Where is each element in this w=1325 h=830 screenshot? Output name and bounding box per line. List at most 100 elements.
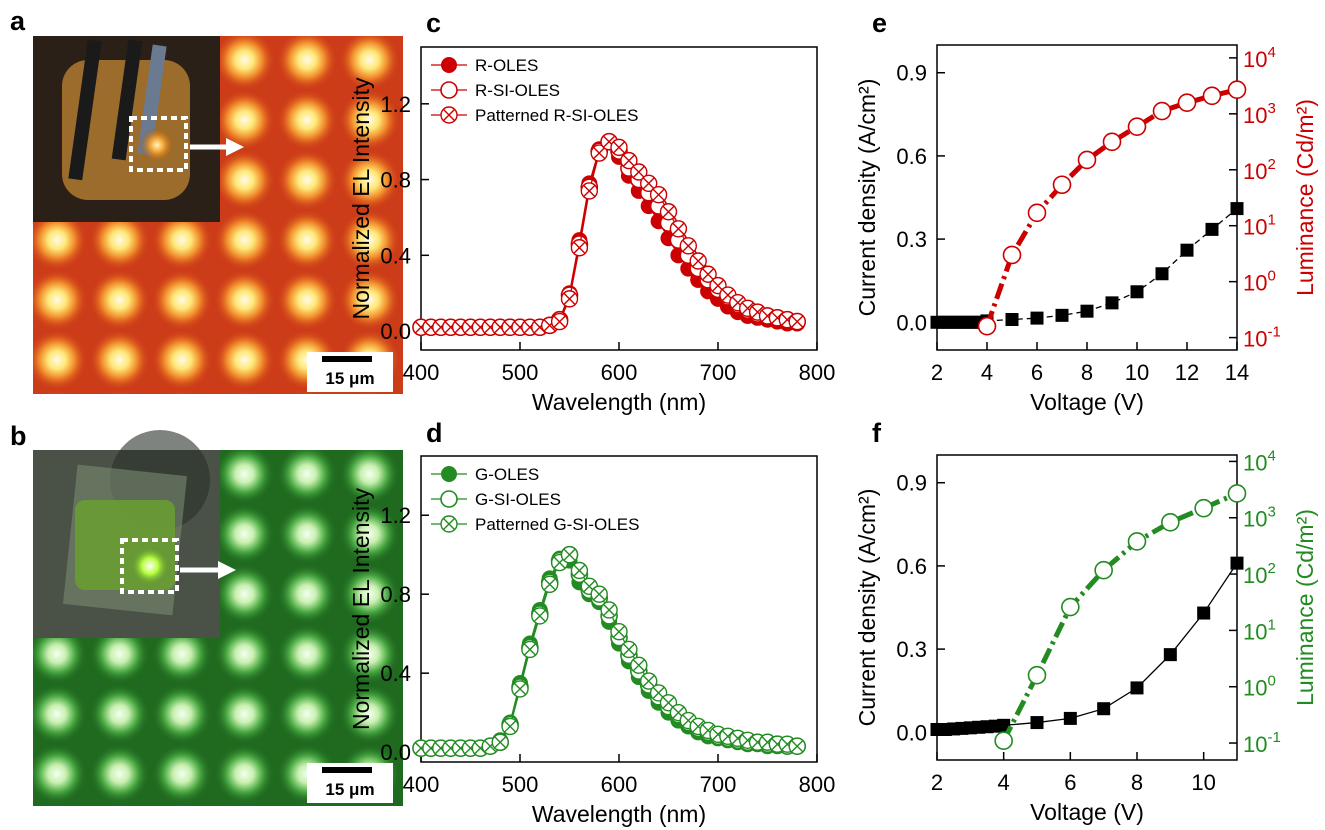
- marker: [610, 138, 628, 156]
- series-line: [421, 557, 798, 749]
- marker: [1094, 560, 1113, 580]
- y2-tick-label: 102: [1243, 560, 1276, 588]
- scale-bar-label: 15 μm: [325, 780, 374, 799]
- y2-tick-exponent: 3: [1267, 504, 1275, 521]
- marker: [1130, 681, 1144, 695]
- y2-tick-label: 100: [1243, 268, 1276, 296]
- marker: [1205, 222, 1219, 236]
- marker: [1127, 117, 1147, 136]
- y2-tick-base: 10: [1243, 103, 1267, 128]
- marker: [1152, 101, 1172, 121]
- x-tick-label: 6: [1064, 770, 1076, 795]
- marker: [1030, 311, 1044, 325]
- x-tick-label: 600: [601, 360, 638, 385]
- y-tick-label: 0.8: [380, 582, 411, 607]
- marker: [590, 144, 608, 162]
- series-line: [984, 87, 1238, 327]
- x-tick-label: 10: [1191, 770, 1215, 795]
- marker: [788, 737, 806, 755]
- x-tick-label: 14: [1225, 360, 1249, 385]
- marker: [788, 312, 806, 331]
- marker: [1061, 597, 1080, 617]
- y-axis-label: Current density (A/cm²): [854, 489, 880, 727]
- marker: [1005, 313, 1019, 326]
- y2-tick-base: 10: [1243, 563, 1267, 588]
- y2-tick-base: 10: [1243, 732, 1267, 757]
- marker: [1055, 308, 1069, 322]
- y-tick-label: 0.0: [896, 310, 927, 335]
- y-tick-label: 1.2: [380, 503, 411, 528]
- marker: [521, 640, 539, 659]
- series-line: [421, 553, 798, 749]
- image-panel-a: [33, 36, 403, 394]
- panel-label: b: [10, 421, 27, 451]
- marker: [531, 607, 549, 625]
- plot-frame: [936, 454, 1238, 761]
- y2-tick-base: 10: [1243, 619, 1267, 644]
- marker: [1027, 665, 1047, 685]
- y-tick-label: 0.0: [896, 720, 927, 745]
- x-tick-label: 800: [799, 772, 836, 797]
- x-tick-label: 4: [998, 770, 1010, 795]
- marker: [511, 680, 529, 698]
- marker: [1105, 296, 1119, 310]
- marker: [1030, 716, 1044, 730]
- marker: [550, 312, 569, 331]
- y2-tick-exponent: 1: [1267, 616, 1275, 633]
- legend-label: R-SI-OLES: [475, 81, 560, 100]
- marker: [1097, 702, 1111, 716]
- marker: [1180, 243, 1194, 257]
- y2-tick-exponent: 4: [1267, 44, 1275, 61]
- marker: [640, 672, 658, 690]
- marker: [1002, 245, 1022, 265]
- x-tick-label: 10: [1125, 360, 1149, 385]
- marker: [630, 656, 648, 674]
- y2-tick-exponent: 2: [1267, 156, 1275, 173]
- y-axis-label: Normalized EL Intensity: [348, 487, 374, 730]
- marker: [1027, 203, 1047, 223]
- x-tick-label: 400: [403, 772, 440, 797]
- y-tick-label: 0.9: [896, 471, 927, 496]
- legend-label: Patterned R-SI-OLES: [475, 106, 638, 125]
- marker: [570, 561, 589, 580]
- marker: [1197, 606, 1211, 620]
- marker: [1202, 86, 1222, 106]
- y-tick-label: 0.3: [896, 637, 927, 662]
- y2-tick-exponent: -1: [1267, 324, 1280, 341]
- marker: [1194, 498, 1213, 518]
- panel-label: a: [10, 6, 26, 36]
- y-tick-label: 0.0: [380, 319, 411, 344]
- y2-tick-label: 10-1: [1243, 729, 1281, 757]
- marker: [994, 731, 1013, 751]
- marker: [1177, 93, 1197, 113]
- x-tick-label: 400: [403, 360, 440, 385]
- marker: [630, 163, 648, 181]
- y-tick-label: 0.0: [380, 740, 411, 765]
- y-tick-label: 0.4: [380, 661, 411, 686]
- marker: [1077, 150, 1097, 170]
- marker: [659, 203, 678, 221]
- y2-tick-label: 100: [1243, 673, 1276, 701]
- x-tick-label: 700: [700, 772, 737, 797]
- marker: [1161, 513, 1180, 532]
- y-tick-label: 0.9: [896, 61, 927, 86]
- y2-axis-label: Luminance (Cd/m²): [1292, 99, 1318, 296]
- marker: [649, 186, 668, 204]
- y2-tick-base: 10: [1243, 450, 1267, 475]
- y2-tick-base: 10: [1243, 47, 1267, 72]
- y-tick-label: 0.3: [896, 227, 927, 252]
- x-tick-label: 500: [502, 360, 539, 385]
- panel-label: d: [426, 418, 443, 448]
- marker: [570, 239, 589, 257]
- x-tick-label: 600: [601, 772, 638, 797]
- y2-axis-label: Luminance (Cd/m²): [1292, 509, 1318, 706]
- y2-tick-label: 101: [1243, 616, 1276, 644]
- x-axis-label: Voltage (V): [1030, 799, 1144, 825]
- x-tick-label: 6: [1031, 360, 1043, 385]
- y2-tick-base: 10: [1243, 676, 1267, 701]
- y2-tick-exponent: 4: [1267, 447, 1275, 464]
- y2-tick-label: 104: [1243, 44, 1276, 72]
- plot-frame: [420, 455, 818, 763]
- x-tick-label: 8: [1081, 360, 1093, 385]
